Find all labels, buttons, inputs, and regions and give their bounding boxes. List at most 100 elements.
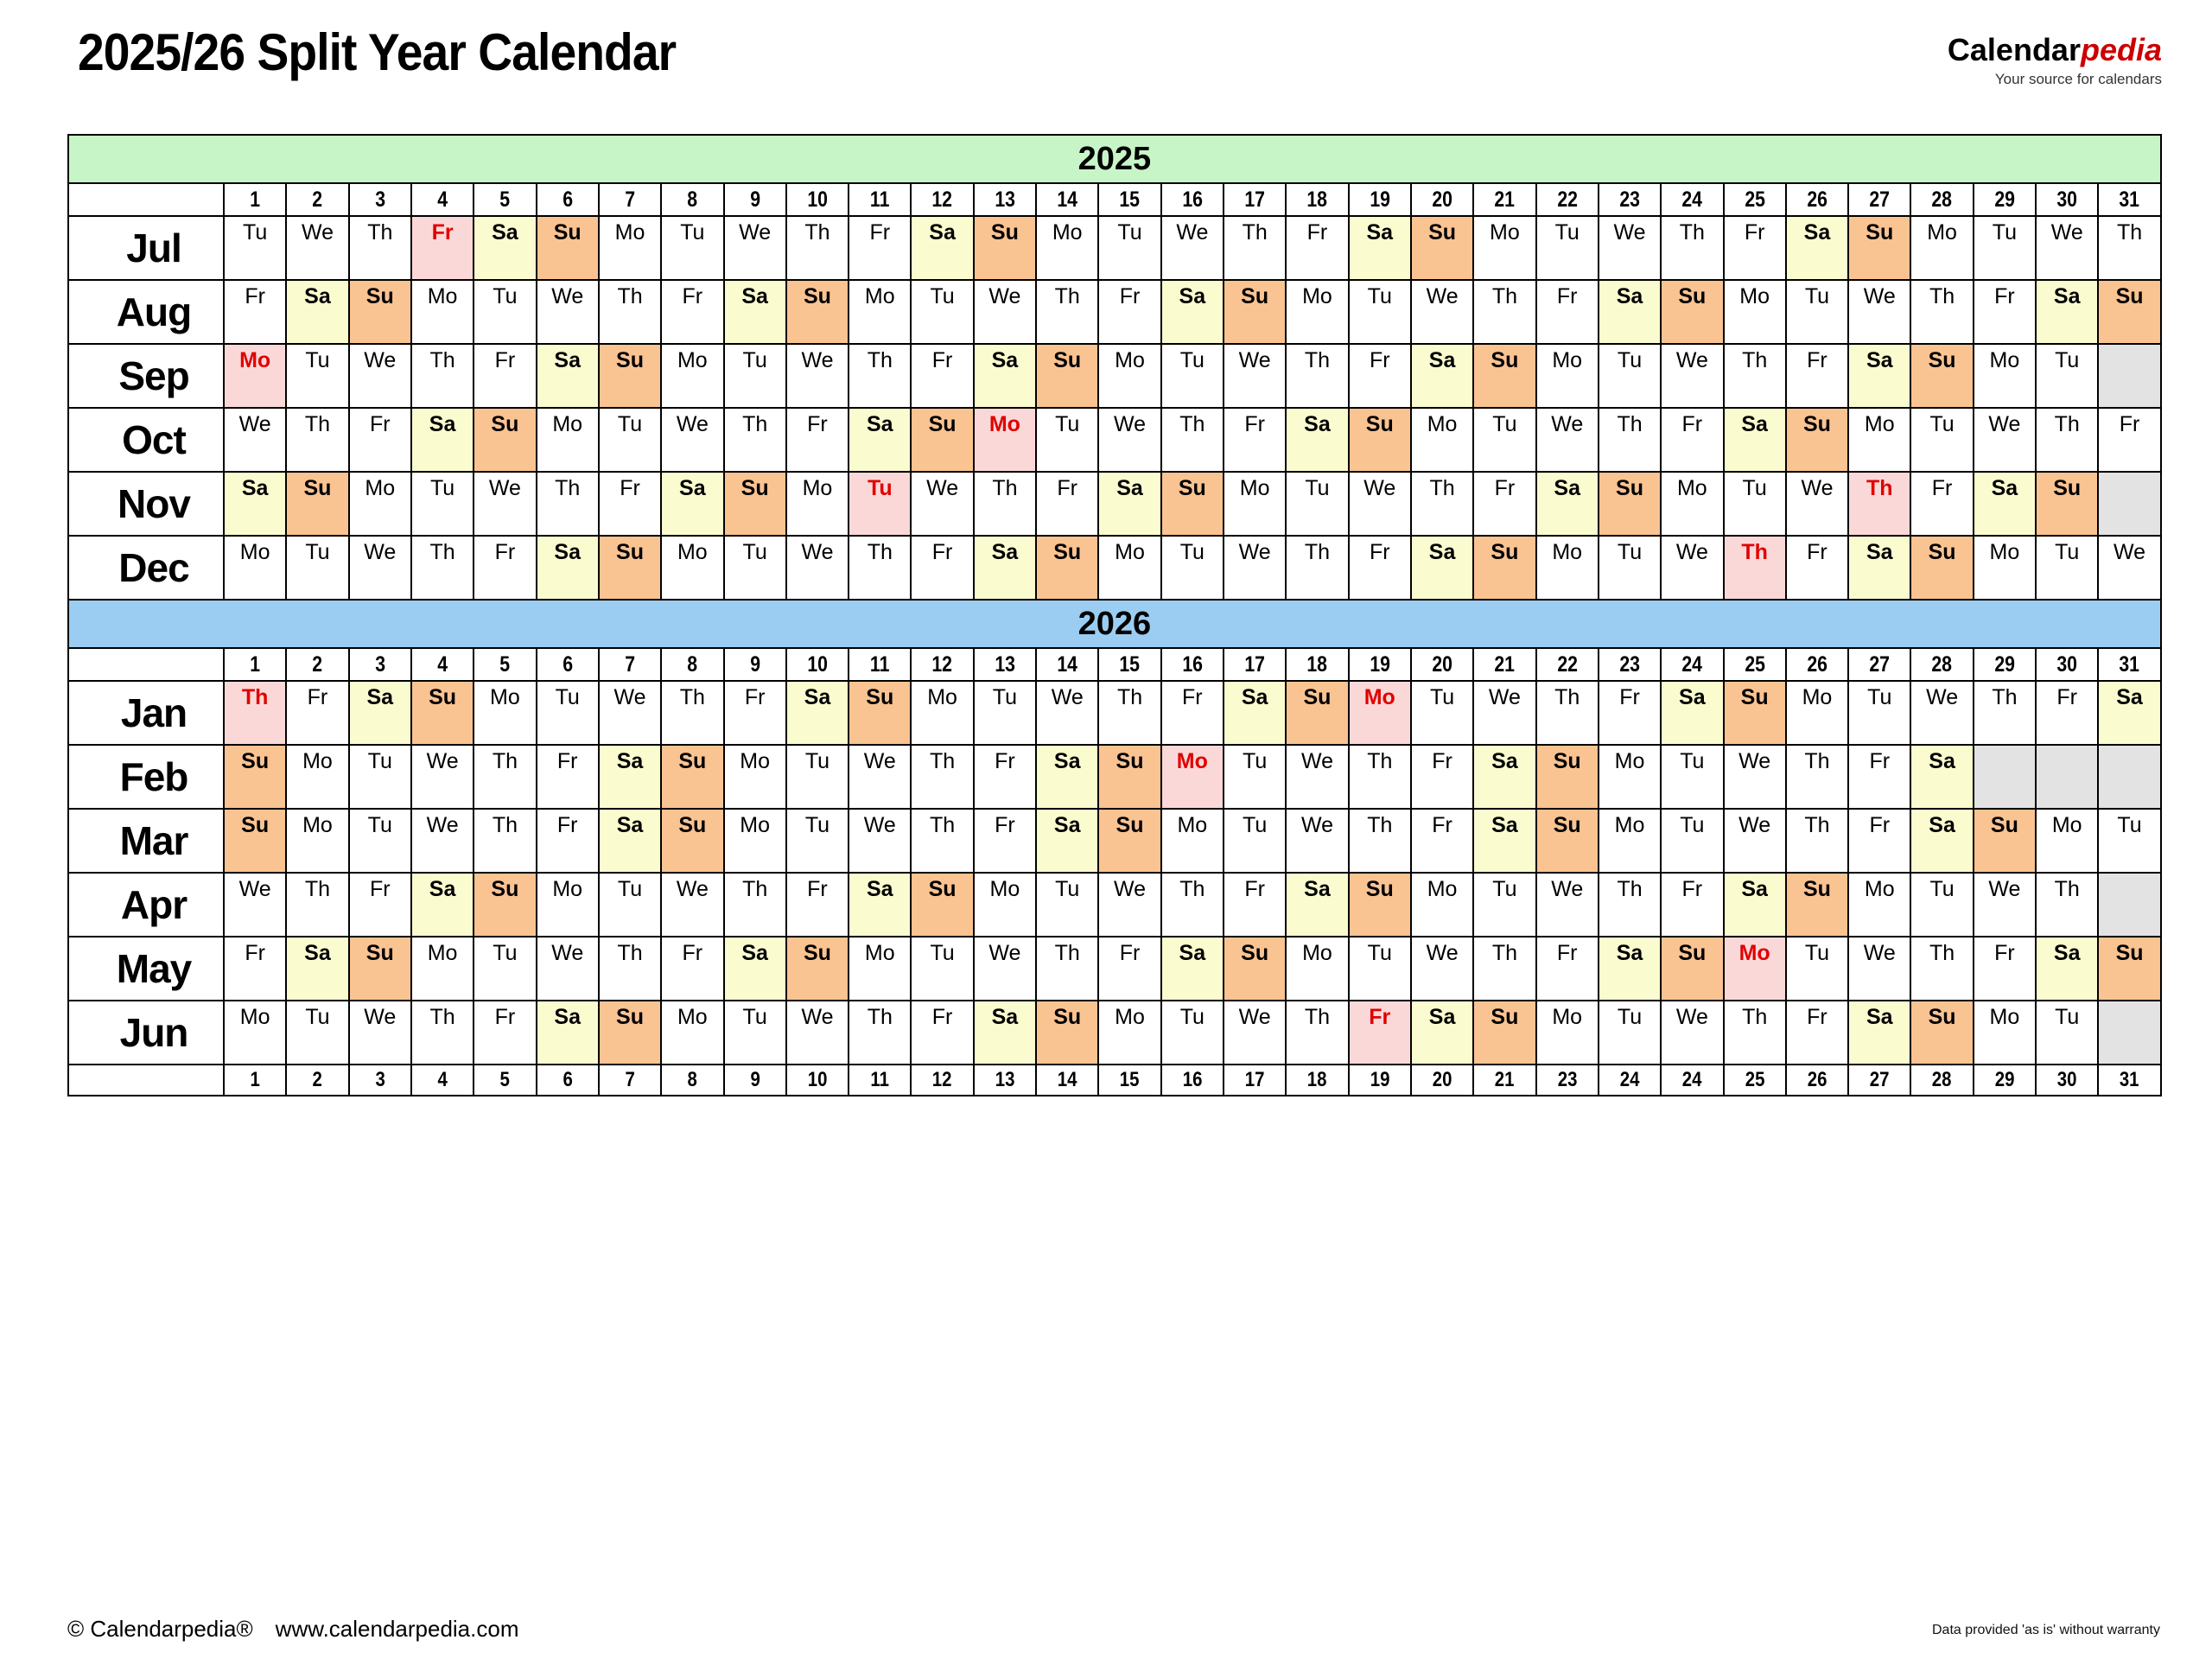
day-cell[interactable]: Tu (2097, 808, 2162, 874)
day-cell[interactable]: Su (972, 215, 1038, 281)
day-cell[interactable]: Mo (473, 680, 537, 746)
day-cell[interactable]: We (1409, 936, 1475, 1001)
day-cell[interactable]: We (1222, 343, 1287, 409)
day-cell[interactable]: Fr (2097, 407, 2162, 473)
day-cell[interactable]: We (1409, 279, 1475, 345)
day-cell[interactable]: Tu (910, 279, 975, 345)
day-cell[interactable]: Mo (848, 279, 912, 345)
day-cell[interactable]: Mo (910, 680, 975, 746)
day-cell[interactable]: Tu (1035, 407, 1100, 473)
day-cell[interactable]: Mo (1285, 936, 1350, 1001)
day-cell[interactable]: Tu (1472, 872, 1537, 938)
day-cell[interactable]: Fr (473, 1000, 537, 1065)
day-cell[interactable]: Fr (1347, 343, 1412, 409)
day-cell[interactable]: Su (1847, 215, 1912, 281)
day-cell[interactable]: Tu (722, 343, 787, 409)
day-cell[interactable]: Th (848, 535, 912, 601)
day-cell[interactable]: Fr (1535, 936, 1599, 1001)
day-cell[interactable]: We (1222, 1000, 1287, 1065)
day-cell[interactable]: Sa (410, 872, 475, 938)
day-cell[interactable]: Tu (2035, 343, 2100, 409)
day-cell[interactable]: Su (1597, 471, 1662, 537)
day-cell[interactable]: Mo (1472, 215, 1537, 281)
day-cell[interactable]: We (1222, 535, 1287, 601)
day-cell[interactable]: Sa (1722, 407, 1787, 473)
day-cell[interactable]: Fr (972, 744, 1038, 810)
website-link[interactable]: www.calendarpedia.com (275, 1616, 519, 1642)
day-cell[interactable]: Th (1035, 279, 1100, 345)
day-cell[interactable]: Su (1660, 279, 1725, 345)
day-cell[interactable]: Su (1535, 744, 1599, 810)
day-cell[interactable]: Su (1535, 808, 1599, 874)
day-cell[interactable]: Fr (910, 343, 975, 409)
day-cell[interactable]: Mo (848, 936, 912, 1001)
day-cell[interactable]: Tu (1660, 744, 1725, 810)
day-cell[interactable] (2035, 744, 2100, 810)
day-cell[interactable]: Th (1597, 872, 1662, 938)
day-cell[interactable]: Fr (1347, 535, 1412, 601)
day-cell[interactable]: Sa (910, 215, 975, 281)
day-cell[interactable]: Mo (222, 535, 288, 601)
day-cell[interactable]: We (660, 407, 725, 473)
day-cell[interactable]: Mo (1285, 279, 1350, 345)
day-cell[interactable]: Fr (1409, 808, 1475, 874)
day-cell[interactable]: Th (1347, 808, 1412, 874)
day-cell[interactable]: Su (1660, 936, 1725, 1001)
day-cell[interactable]: We (785, 535, 850, 601)
day-cell[interactable]: We (535, 279, 600, 345)
day-cell[interactable]: Mo (285, 808, 350, 874)
day-cell[interactable]: Fr (1535, 279, 1599, 345)
day-cell[interactable]: Su (1222, 279, 1287, 345)
day-cell[interactable]: Th (597, 936, 663, 1001)
day-cell[interactable]: Sa (1035, 744, 1100, 810)
day-cell[interactable]: Sa (285, 936, 350, 1001)
day-cell[interactable]: Sa (2035, 279, 2100, 345)
day-cell[interactable]: Sa (410, 407, 475, 473)
day-cell[interactable]: Sa (1285, 407, 1350, 473)
day-cell[interactable]: Sa (848, 407, 912, 473)
day-cell[interactable]: Th (1035, 936, 1100, 1001)
day-cell[interactable]: We (785, 1000, 850, 1065)
day-cell[interactable]: Fr (1784, 535, 1850, 601)
day-cell[interactable]: Mo (222, 1000, 288, 1065)
day-cell[interactable]: Tu (222, 215, 288, 281)
day-cell[interactable]: We (1660, 343, 1725, 409)
day-cell[interactable]: We (1160, 215, 1225, 281)
day-cell[interactable]: Fr (1784, 1000, 1850, 1065)
day-cell[interactable]: Su (285, 471, 350, 537)
day-cell[interactable]: Sa (722, 936, 787, 1001)
day-cell[interactable]: Fr (910, 535, 975, 601)
day-cell[interactable]: We (1097, 407, 1162, 473)
day-cell[interactable]: Sa (1285, 872, 1350, 938)
day-cell[interactable] (2097, 1000, 2162, 1065)
day-cell[interactable]: Mo (1535, 343, 1599, 409)
day-cell[interactable]: Mo (972, 872, 1038, 938)
day-cell[interactable]: We (1660, 1000, 1725, 1065)
day-cell[interactable]: We (347, 343, 412, 409)
day-cell[interactable]: Mo (972, 407, 1038, 473)
day-cell[interactable]: Th (285, 407, 350, 473)
day-cell[interactable]: Sa (1409, 535, 1475, 601)
day-cell[interactable]: Sa (1784, 215, 1850, 281)
day-cell[interactable]: Su (1035, 343, 1100, 409)
day-cell[interactable]: We (1347, 471, 1412, 537)
day-cell[interactable]: Tu (1097, 215, 1162, 281)
day-cell[interactable]: Mo (1035, 215, 1100, 281)
day-cell[interactable]: Fr (1660, 872, 1725, 938)
day-cell[interactable]: Sa (1097, 471, 1162, 537)
day-cell[interactable] (2097, 872, 2162, 938)
day-cell[interactable]: We (1847, 936, 1912, 1001)
day-cell[interactable]: Th (2097, 215, 2162, 281)
day-cell[interactable]: Fr (285, 680, 350, 746)
day-cell[interactable]: We (347, 1000, 412, 1065)
day-cell[interactable]: Sa (660, 471, 725, 537)
day-cell[interactable]: Tu (660, 215, 725, 281)
day-cell[interactable]: Fr (2035, 680, 2100, 746)
day-cell[interactable]: We (1910, 680, 1974, 746)
day-cell[interactable]: Tu (1409, 680, 1475, 746)
day-cell[interactable]: Sa (1160, 936, 1225, 1001)
day-cell[interactable]: Tu (535, 680, 600, 746)
day-cell[interactable]: Th (1597, 407, 1662, 473)
day-cell[interactable]: Sa (597, 808, 663, 874)
day-cell[interactable]: Th (1910, 279, 1974, 345)
